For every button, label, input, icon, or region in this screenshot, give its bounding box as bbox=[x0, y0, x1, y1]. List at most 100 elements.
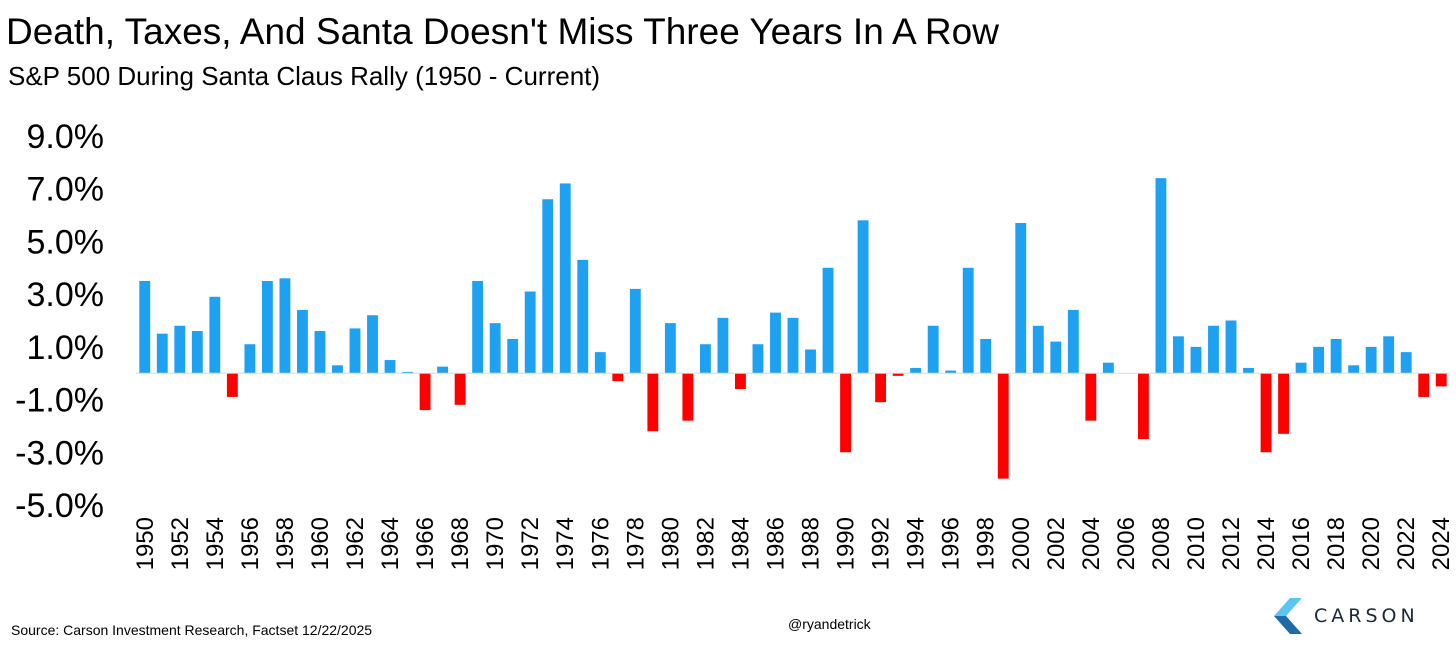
x-tick-label: 1978 bbox=[622, 517, 649, 570]
bar-1990 bbox=[840, 373, 851, 453]
bar-1974 bbox=[559, 183, 571, 374]
bar-1967 bbox=[437, 366, 449, 374]
bar-2022 bbox=[1400, 352, 1412, 374]
x-tick-label: 1996 bbox=[938, 517, 965, 570]
bar-1971 bbox=[507, 338, 519, 374]
bar-2017 bbox=[1313, 346, 1325, 374]
x-tick-label: 2012 bbox=[1218, 517, 1245, 570]
bar-2009 bbox=[1173, 336, 1184, 374]
bar-2023 bbox=[1418, 373, 1430, 397]
bar-2016 bbox=[1295, 362, 1307, 374]
x-tick-label: 1972 bbox=[517, 517, 544, 570]
bar-1962 bbox=[349, 328, 361, 374]
bar-1983 bbox=[717, 317, 729, 374]
bar-1961 bbox=[332, 365, 343, 374]
bar-1978 bbox=[629, 288, 641, 374]
bar-2005 bbox=[1102, 362, 1114, 374]
bar-1977 bbox=[612, 373, 624, 382]
bar-1975 bbox=[577, 259, 589, 374]
y-tick-label: 3.0% bbox=[27, 276, 105, 314]
bar-1957 bbox=[261, 280, 273, 374]
bar-1989 bbox=[822, 267, 834, 374]
chart-title: Death, Taxes, And Santa Doesn't Miss Thr… bbox=[6, 11, 999, 52]
y-tick-label: -1.0% bbox=[15, 382, 104, 420]
y-tick-label: -5.0% bbox=[15, 487, 104, 525]
bar-2019 bbox=[1348, 365, 1360, 374]
x-tick-label: 1962 bbox=[342, 517, 369, 570]
bar-chart: 9.0% 7.0% 5.0% 3.0% 1.0% -1.0% -3.0% -5.0% 1950 1… bbox=[15, 118, 1455, 570]
x-tick-label: 1964 bbox=[377, 517, 404, 570]
x-tick-label: 1990 bbox=[833, 517, 860, 570]
bar-1993 bbox=[892, 373, 904, 376]
x-tick-label: 1958 bbox=[272, 517, 299, 570]
bar-1958 bbox=[279, 278, 291, 374]
x-tick-label: 1988 bbox=[798, 517, 825, 570]
x-tick-label: 1950 bbox=[132, 517, 159, 570]
bar-2004 bbox=[1085, 373, 1097, 421]
x-tick-label: 1956 bbox=[237, 517, 264, 570]
x-tick-label: 1952 bbox=[167, 517, 194, 570]
x-tick-label: 1976 bbox=[587, 517, 614, 570]
bar-2013 bbox=[1243, 367, 1254, 374]
bar-1985 bbox=[752, 344, 764, 374]
x-tick-label: 1966 bbox=[412, 517, 439, 570]
y-tick-label: 5.0% bbox=[27, 223, 105, 261]
x-tick-label: 2004 bbox=[1078, 517, 1105, 570]
bar-1964 bbox=[384, 360, 396, 374]
y-tick-label: -3.0% bbox=[15, 434, 104, 472]
bar-1952 bbox=[174, 325, 186, 374]
x-tick-label: 1960 bbox=[307, 517, 334, 570]
x-tick-label: 2000 bbox=[1008, 517, 1035, 570]
bar-1980 bbox=[664, 323, 676, 374]
bar-1963 bbox=[367, 315, 378, 374]
x-tick-label: 2006 bbox=[1113, 517, 1140, 570]
bar-1988 bbox=[805, 349, 816, 374]
bar-2008 bbox=[1155, 178, 1167, 374]
bar-1965 bbox=[402, 371, 413, 374]
bar-1969 bbox=[472, 280, 484, 374]
bar-1984 bbox=[735, 373, 746, 390]
x-tick-label: 1984 bbox=[727, 517, 754, 570]
bar-2001 bbox=[1032, 325, 1044, 374]
x-tick-label: 1998 bbox=[973, 517, 1000, 570]
x-tick-label: 1954 bbox=[202, 517, 229, 570]
bar-1995 bbox=[927, 325, 939, 374]
y-tick-label: 7.0% bbox=[27, 171, 105, 209]
y-tick-label: 9.0% bbox=[27, 118, 105, 156]
bar-1951 bbox=[156, 333, 168, 374]
x-tick-label: 1986 bbox=[762, 517, 789, 570]
bar-1960 bbox=[314, 331, 326, 374]
bar-1987 bbox=[787, 317, 799, 374]
bar-1972 bbox=[524, 291, 536, 374]
x-tick-label: 2014 bbox=[1253, 517, 1280, 570]
chart-subtitle: S&P 500 During Santa Claus Rally (1950 -… bbox=[8, 61, 601, 91]
x-tick-label: 1982 bbox=[692, 517, 719, 570]
bar-1991 bbox=[857, 220, 869, 374]
bar-1970 bbox=[489, 323, 501, 374]
bar-2010 bbox=[1190, 346, 1202, 374]
bar-1979 bbox=[647, 373, 659, 432]
bar-2003 bbox=[1067, 309, 1079, 374]
bar-2021 bbox=[1383, 336, 1395, 374]
x-tick-label: 2016 bbox=[1288, 517, 1315, 570]
x-tick-label: 1980 bbox=[657, 517, 684, 570]
x-tick-label: 2010 bbox=[1183, 517, 1210, 570]
bar-1986 bbox=[770, 312, 781, 374]
bar-1973 bbox=[542, 199, 554, 374]
bar-1966 bbox=[419, 373, 431, 411]
bar-1999 bbox=[997, 373, 1009, 479]
bar-1968 bbox=[454, 373, 466, 405]
bar-1997 bbox=[962, 267, 974, 374]
x-tick-label: 2024 bbox=[1428, 517, 1455, 570]
author-handle: @ryandetrick bbox=[788, 616, 871, 632]
bar-2012 bbox=[1225, 320, 1237, 374]
carson-logo-icon bbox=[1274, 598, 1302, 634]
bar-2011 bbox=[1208, 325, 1219, 374]
bar-1994 bbox=[910, 367, 922, 374]
bar-1996 bbox=[945, 370, 957, 374]
bar-1976 bbox=[594, 352, 606, 374]
bar-1998 bbox=[980, 338, 992, 374]
bar-1981 bbox=[682, 373, 694, 421]
x-tick-label: 1968 bbox=[447, 517, 474, 570]
bar-1954 bbox=[209, 296, 221, 374]
